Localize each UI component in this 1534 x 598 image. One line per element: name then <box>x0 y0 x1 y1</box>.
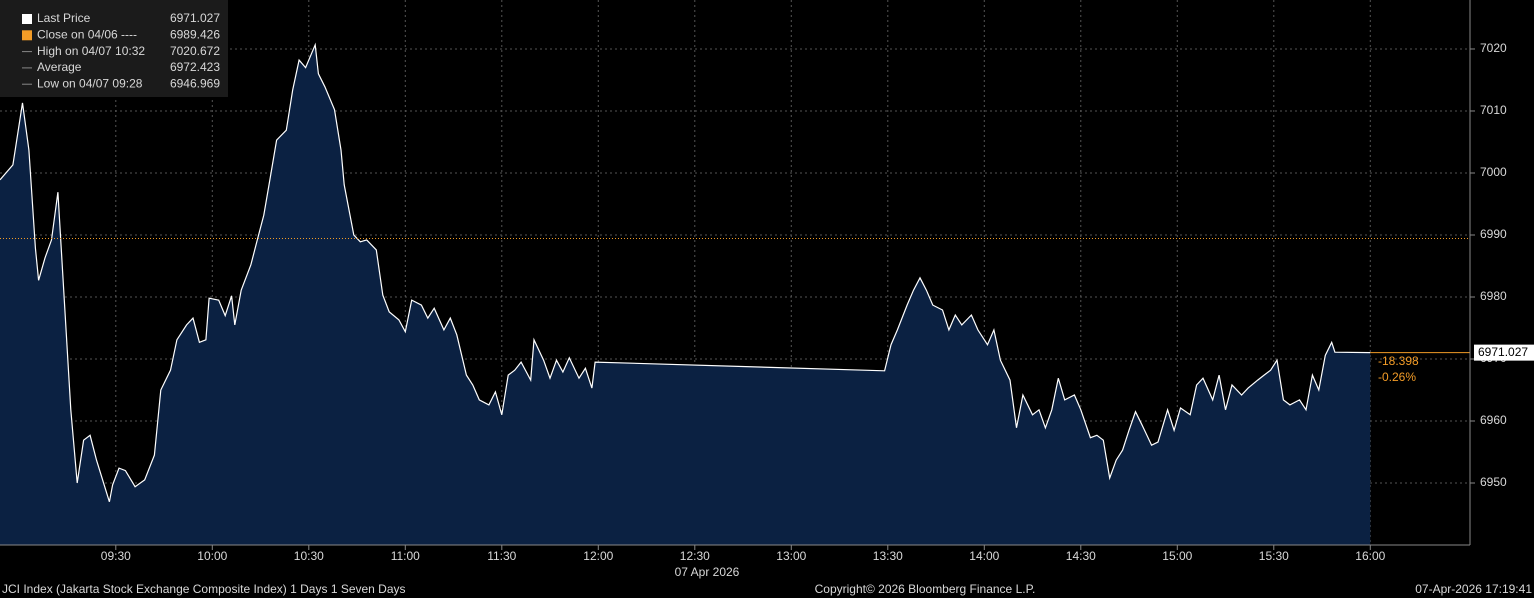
legend-value: 6971.027 <box>170 11 220 25</box>
legend-swatch <box>22 14 32 24</box>
legend-label: High on 04/07 10:32 <box>37 44 145 58</box>
legend-label: Average <box>37 60 82 74</box>
y-tick-label: 7020 <box>1480 41 1507 55</box>
x-tick-label: 15:00 <box>1162 549 1192 563</box>
y-tick-label: 6990 <box>1480 227 1507 241</box>
x-tick-label: 13:30 <box>873 549 903 563</box>
x-tick-label: 13:00 <box>776 549 806 563</box>
y-tick-label: 7010 <box>1480 103 1507 117</box>
last-price-box <box>1474 344 1534 361</box>
legend-box <box>0 0 228 97</box>
legend-label: Close on 04/06 ---- <box>37 27 137 41</box>
x-tick-label: 12:00 <box>583 549 613 563</box>
plot <box>0 42 1470 546</box>
x-tick-label: 15:30 <box>1259 549 1289 563</box>
legend: Last Price 6971.027 Close on 04/06 ---- 698… <box>22 11 220 90</box>
x-tick-label: 14:30 <box>1066 549 1096 563</box>
legend-value: 6946.969 <box>170 76 220 90</box>
x-axis-label: 07 Apr 2026 <box>675 565 740 579</box>
footer-right: 07-Apr-2026 17:19:41 <box>1415 582 1532 596</box>
legend-value: 6972.423 <box>170 60 220 74</box>
legend-value: 7020.672 <box>170 44 220 58</box>
y-tick-label: 6960 <box>1480 413 1507 427</box>
x-tick-label: 09:30 <box>101 549 131 563</box>
x-tick-label: 10:30 <box>294 549 324 563</box>
legend-value: 6989.426 <box>170 27 220 41</box>
y-tick-label: 6950 <box>1480 475 1507 489</box>
line <box>0 42 1371 502</box>
legend-label: Low on 04/07 09:28 <box>37 76 143 90</box>
change: -18.398 <box>1378 354 1419 368</box>
x-tick-label: 12:30 <box>680 549 710 563</box>
x-tick-label: 11:00 <box>391 549 420 563</box>
axes: 6950696069706980699070007010702009:3010:… <box>101 41 1534 563</box>
legend-swatch <box>22 30 32 41</box>
y-tick-label: 6980 <box>1480 289 1507 303</box>
last-price-label: 6971.027 <box>1478 345 1528 359</box>
x-tick-label: 14:00 <box>969 549 999 563</box>
change-pct: -0.26% <box>1378 370 1416 384</box>
footer-center: Copyright© 2026 Bloomberg Finance L.P. <box>815 582 1036 596</box>
legend-label: Last Price <box>37 11 91 25</box>
footer-left: JCI Index (Jakarta Stock Exchange Compos… <box>2 582 406 596</box>
x-tick-label: 11:30 <box>487 549 516 563</box>
y-tick-label: 7000 <box>1480 165 1507 179</box>
x-tick-label: 16:00 <box>1355 549 1385 563</box>
x-tick-label: 10:00 <box>197 549 227 563</box>
